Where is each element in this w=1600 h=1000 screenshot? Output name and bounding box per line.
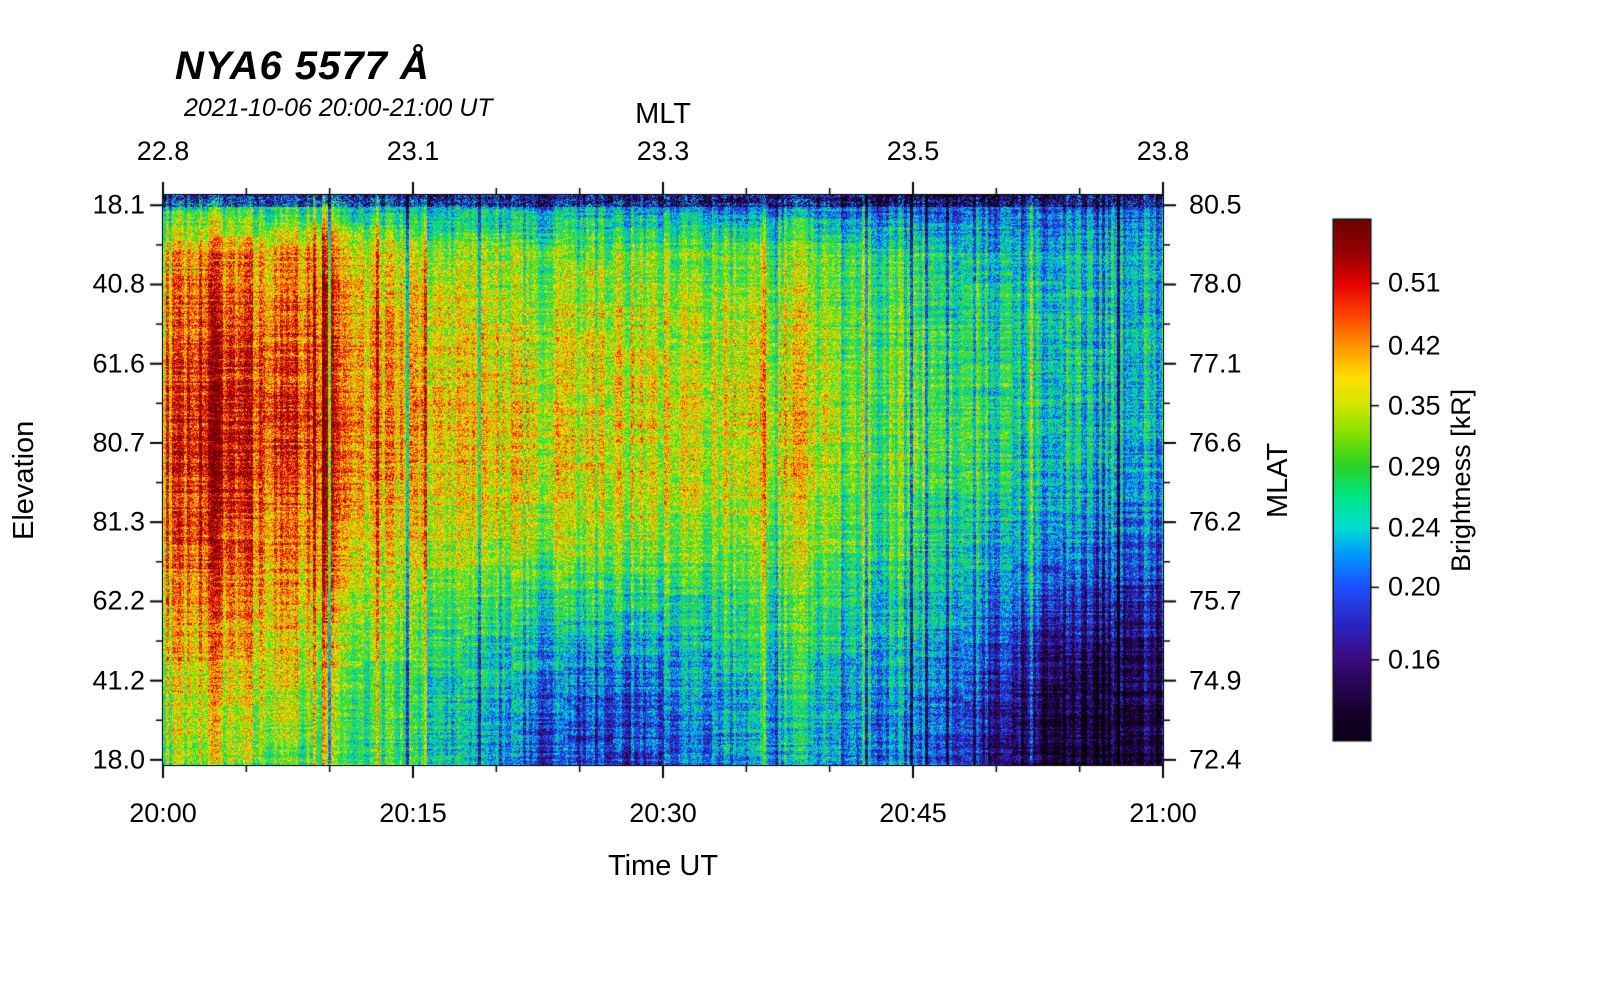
colorbar-tick-label: 0.20 [1388, 571, 1441, 602]
elevation-tick-label: 61.6 [92, 348, 145, 379]
time-tick-label: 21:00 [1129, 798, 1197, 828]
elevation-tick-label: 40.8 [92, 268, 145, 299]
time-tick-label: 20:30 [629, 798, 697, 828]
colorbar-tick-label: 0.42 [1388, 330, 1441, 361]
colorbar-canvas [1334, 220, 1370, 740]
colorbar-tick-label: 0.29 [1388, 451, 1441, 482]
mlat-tick-label: 80.5 [1189, 189, 1242, 220]
time-tick-label: 20:45 [879, 798, 947, 828]
elevation-tick-label: 18.1 [92, 189, 145, 220]
colorbar-tick-label: 0.35 [1388, 390, 1441, 421]
time-tick-label: 20:00 [129, 798, 197, 828]
elevation-tick-label: 41.2 [92, 665, 145, 696]
mlt-tick-label: 22.8 [136, 136, 190, 166]
elevation-tick-label: 80.7 [92, 427, 145, 458]
elevation-tick-label: 18.0 [92, 744, 145, 775]
elevation-tick-label: 81.3 [92, 506, 145, 537]
colorbar-title: Brightness [kR] [1446, 388, 1476, 572]
heatmap-canvas [163, 195, 1163, 765]
mlt-tick-label: 23.1 [386, 136, 440, 166]
mlt-tick-label: 23.3 [636, 136, 690, 166]
right-axis-title: MLAT [1262, 442, 1294, 518]
mlat-tick-label: 77.1 [1189, 348, 1242, 379]
colorbar-tick-label: 0.24 [1388, 512, 1441, 543]
mlat-tick-label: 72.4 [1189, 744, 1242, 775]
elevation-tick-label: 62.2 [92, 585, 145, 616]
mlat-tick-label: 76.6 [1189, 427, 1242, 458]
top-axis-title: MLT [635, 98, 691, 130]
chart-title: NYA6 5577 Å [175, 44, 430, 88]
colorbar-tick-label: 0.16 [1388, 644, 1441, 675]
bottom-axis-title: Time UT [607, 850, 719, 882]
time-tick-label: 20:15 [379, 798, 447, 828]
mlat-tick-label: 78.0 [1189, 268, 1242, 299]
mlat-tick-label: 76.2 [1189, 506, 1242, 537]
chart-subtitle: 2021-10-06 20:00-21:00 UT [184, 94, 493, 122]
mlt-tick-label: 23.8 [1136, 136, 1190, 166]
mlat-tick-label: 75.7 [1189, 585, 1242, 616]
mlt-tick-label: 23.5 [886, 136, 940, 166]
colorbar-tick-label: 0.51 [1388, 267, 1441, 298]
mlat-tick-label: 74.9 [1189, 665, 1242, 696]
